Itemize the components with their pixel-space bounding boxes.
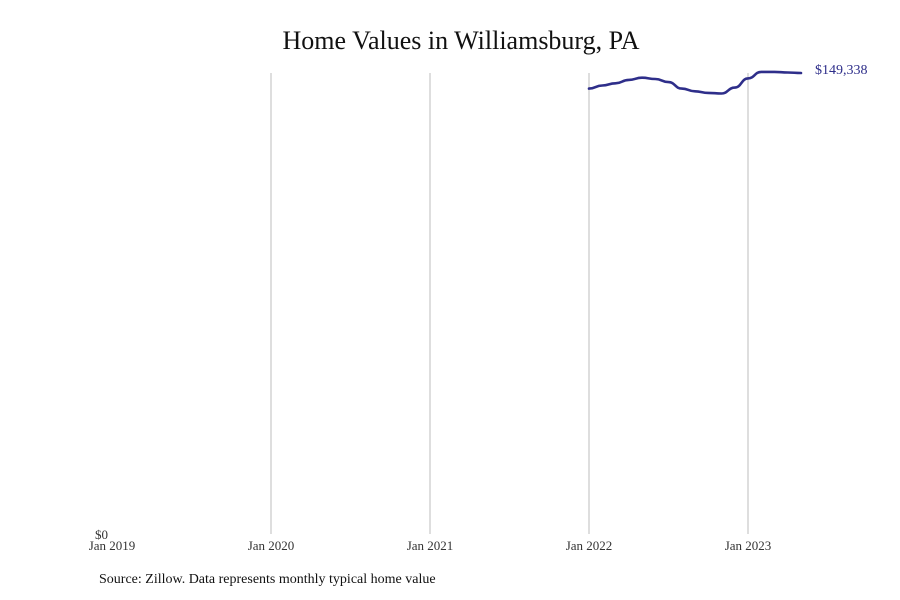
x-tick-label: Jan 2021	[407, 538, 454, 553]
x-tick-label: Jan 2020	[248, 538, 295, 553]
y-axis-ticks: $0	[95, 527, 108, 542]
source-note: Source: Zillow. Data represents monthly …	[99, 572, 436, 587]
x-axis-ticks: Jan 2019 Jan 2020 Jan 2021 Jan 2022 Jan 2023	[89, 538, 772, 553]
chart-title: Home Values in Williamsburg, PA	[282, 26, 640, 55]
series-layer: $149,338	[587, 63, 868, 95]
x-tick-label: Jan 2023	[725, 538, 772, 553]
x-tick-label: Jan 2022	[566, 538, 613, 553]
y-tick-label: $0	[95, 527, 108, 542]
end-value-label: $149,338	[815, 63, 868, 78]
x-tick-label: Jan 2019	[89, 538, 136, 553]
gridlines	[270, 73, 749, 534]
series-line-0	[587, 70, 803, 95]
